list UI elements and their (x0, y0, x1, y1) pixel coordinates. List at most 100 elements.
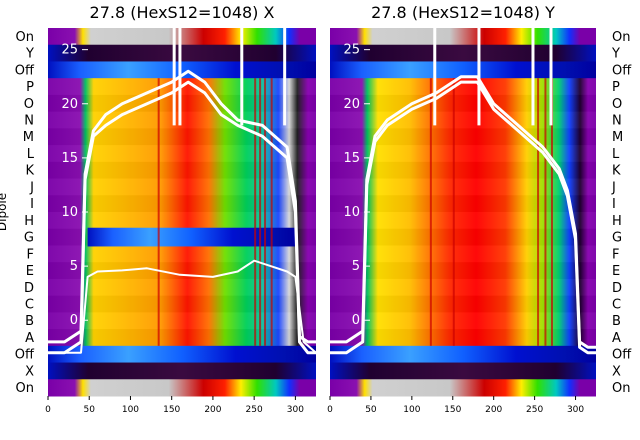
overlay-tick-label: 10 (343, 205, 360, 220)
x-tick-label: 0 (45, 405, 51, 415)
overlay-tick-label: 10 (61, 205, 78, 220)
overlay-tick-label-right: 20 (317, 97, 334, 112)
row-label: G (24, 231, 34, 246)
row-label: E (26, 264, 34, 279)
heatmap-row (330, 94, 596, 113)
heatmap-row (330, 245, 596, 263)
overlay-tick-label: 5 (70, 259, 78, 274)
heatmap-row (48, 245, 316, 263)
heatmap-row (330, 61, 596, 79)
heatmap-row (330, 161, 596, 180)
heatmap-row-shade (48, 245, 316, 263)
row-label: On (612, 381, 630, 396)
overlay-tick-label: 20 (343, 97, 360, 112)
heatmap-row (330, 295, 596, 313)
heatmap-row-shade (48, 329, 316, 347)
heatmap-row (330, 28, 596, 46)
x-tick-label: 200 (485, 405, 502, 415)
row-label: H (612, 214, 622, 229)
row-label: On (16, 381, 34, 396)
x-tick-label: 300 (287, 405, 304, 415)
overlay-tick-label-right: 15 (317, 151, 334, 166)
x-tick-label: 100 (403, 405, 420, 415)
row-label: K (612, 164, 621, 179)
row-label: C (612, 298, 621, 313)
heatmap-row (48, 161, 316, 180)
heatmap-row (48, 195, 316, 213)
heatmap-row (330, 44, 596, 62)
row-label: H (24, 214, 34, 229)
row-label: D (24, 281, 34, 296)
row-label: X (25, 364, 34, 379)
heatmap-row-shade (330, 145, 596, 163)
heatmap-row-shade (330, 128, 596, 146)
row-label: Y (25, 47, 34, 62)
heatmap-row-shade (48, 111, 316, 129)
row-label: On (16, 30, 34, 45)
overlay-tick-label-right: 25 (317, 43, 334, 58)
heatmap-row (330, 262, 596, 280)
row-label: C (25, 298, 34, 313)
heatmap-row-shade (48, 128, 316, 146)
row-label: B (25, 314, 34, 329)
heatmap-row (48, 128, 316, 146)
series-line (330, 80, 596, 355)
heatmap-row (48, 262, 316, 280)
heatmap-streak (429, 78, 432, 346)
heatmap-row (330, 228, 596, 246)
overlay-tick-label: 25 (61, 43, 78, 58)
heatmap-row (48, 111, 316, 129)
x-tick-label: 300 (567, 405, 584, 415)
row-label: B (612, 314, 621, 329)
row-label: Off (612, 348, 632, 363)
row-label: G (612, 231, 622, 246)
row-label: N (612, 114, 622, 129)
heatmap-row (330, 78, 596, 96)
heatmap-row (330, 145, 596, 163)
x-tick-label: 200 (204, 405, 221, 415)
chart-title: 27.8 (HexS12=1048) Y (371, 3, 555, 22)
row-label: Y (611, 47, 620, 62)
heatmap-row-shade (330, 312, 596, 330)
row-label: F (27, 247, 34, 262)
heatmap-streak (264, 78, 267, 346)
overlay-tick-label: 0 (70, 313, 78, 328)
heatmap-row-shade (330, 262, 596, 280)
row-label: P (26, 80, 34, 95)
heatmap-row (48, 28, 316, 46)
overlay-tick-label: 0 (352, 313, 360, 328)
heatmap-streak (254, 78, 257, 346)
row-label: A (25, 331, 34, 346)
chart-title: 27.8 (HexS12=1048) X (90, 3, 275, 22)
heatmap-row (48, 362, 316, 380)
row-label: N (24, 114, 34, 129)
x-tick-label: 50 (365, 405, 377, 415)
heatmap-streak (259, 78, 262, 346)
heatmap-row-shade (330, 329, 596, 347)
heatmap-row-shade (48, 161, 316, 180)
row-label: X (612, 364, 621, 379)
heatmap-row-shade (48, 178, 316, 196)
heatmap-row-shade (330, 278, 596, 297)
heatmap-row (330, 329, 596, 347)
overlay-tick-label: 20 (61, 97, 78, 112)
heatmap-row (48, 278, 316, 297)
heatmap-row (330, 312, 596, 330)
heatmap-row-shade (330, 212, 596, 230)
row-label: I (30, 197, 34, 212)
row-label: M (612, 130, 623, 145)
x-tick-label: 250 (246, 405, 263, 415)
row-label: Off (15, 63, 35, 78)
heatmap-row (330, 379, 596, 397)
x-tick-label: 0 (327, 405, 333, 415)
heatmap-streak (550, 78, 553, 346)
overlay-tick-label-right: 0 (321, 313, 329, 328)
heatmap-row-shade (330, 195, 596, 213)
overlay-tick-label-right: 10 (317, 205, 334, 220)
heatmap-row (48, 145, 316, 163)
row-label: Off (612, 63, 632, 78)
heatmap-streak (544, 78, 547, 346)
heatmap-row (330, 362, 596, 380)
series-line (48, 69, 316, 344)
